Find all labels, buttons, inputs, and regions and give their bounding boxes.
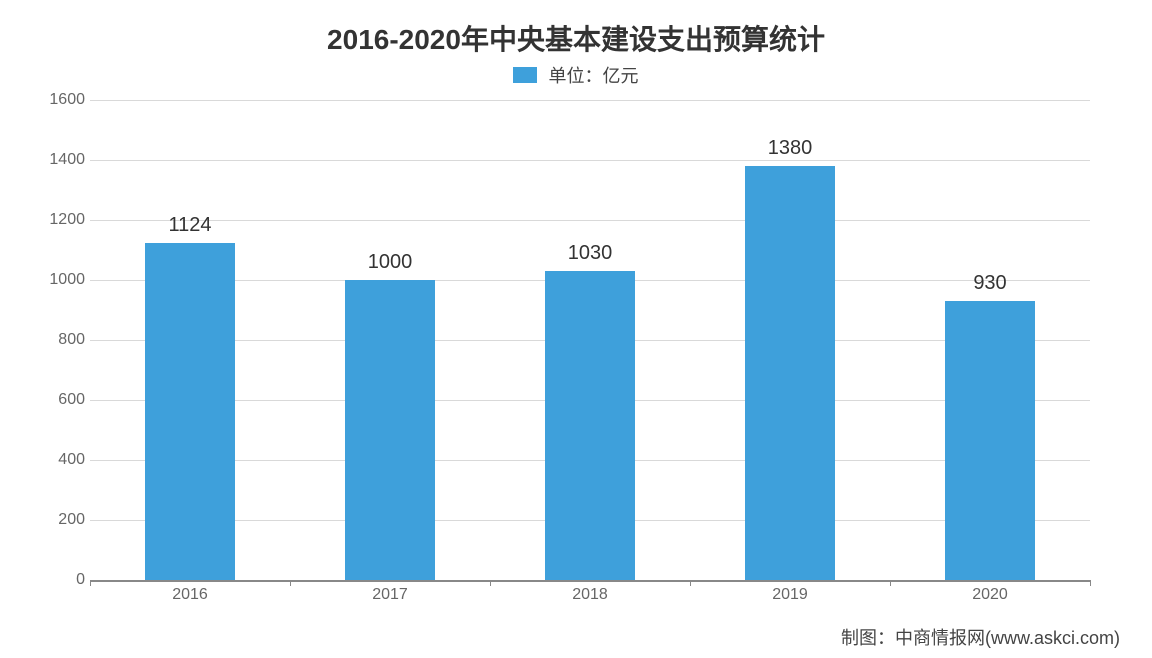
legend-swatch xyxy=(513,67,537,83)
x-tick-mark xyxy=(690,580,691,586)
bar xyxy=(945,301,1035,580)
y-tick-label: 1000 xyxy=(35,271,85,289)
x-tick-label: 2017 xyxy=(372,586,408,604)
x-tick-mark xyxy=(890,580,891,586)
y-tick-label: 1200 xyxy=(35,211,85,229)
bar xyxy=(345,280,435,580)
bar xyxy=(745,166,835,580)
x-tick-label: 2016 xyxy=(172,586,208,604)
y-tick-label: 800 xyxy=(35,331,85,349)
chart-title: 2016-2020年中央基本建设支出预算统计 xyxy=(0,18,1152,58)
grid-line xyxy=(90,160,1090,161)
chart-container: 2016-2020年中央基本建设支出预算统计 单位：亿元 02004006008… xyxy=(0,0,1152,658)
chart-caption: 制图：中商情报网(www.askci.com) xyxy=(841,624,1120,650)
plot-area: 0200400600800100012001400160011242016100… xyxy=(90,100,1090,580)
legend-label: 单位：亿元 xyxy=(549,66,639,86)
bar-value-label: 1380 xyxy=(768,137,813,160)
y-tick-label: 1600 xyxy=(35,91,85,109)
bar-value-label: 1124 xyxy=(168,214,211,237)
legend: 单位：亿元 xyxy=(0,62,1152,88)
y-tick-label: 1400 xyxy=(35,151,85,169)
y-tick-label: 400 xyxy=(35,451,85,469)
bar xyxy=(545,271,635,580)
y-tick-label: 600 xyxy=(35,391,85,409)
x-axis xyxy=(90,580,1090,582)
x-tick-mark xyxy=(490,580,491,586)
grid-line xyxy=(90,100,1090,101)
bar-value-label: 930 xyxy=(973,272,1006,295)
bar-value-label: 1000 xyxy=(368,251,413,274)
bar-value-label: 1030 xyxy=(568,242,613,265)
x-tick-label: 2018 xyxy=(572,586,608,604)
x-tick-label: 2020 xyxy=(972,586,1008,604)
x-tick-mark xyxy=(90,580,91,586)
bar xyxy=(145,243,235,580)
grid-line xyxy=(90,220,1090,221)
y-tick-label: 200 xyxy=(35,511,85,529)
x-tick-mark xyxy=(290,580,291,586)
x-tick-label: 2019 xyxy=(772,586,808,604)
y-tick-label: 0 xyxy=(35,571,85,589)
x-tick-mark xyxy=(1090,580,1091,586)
